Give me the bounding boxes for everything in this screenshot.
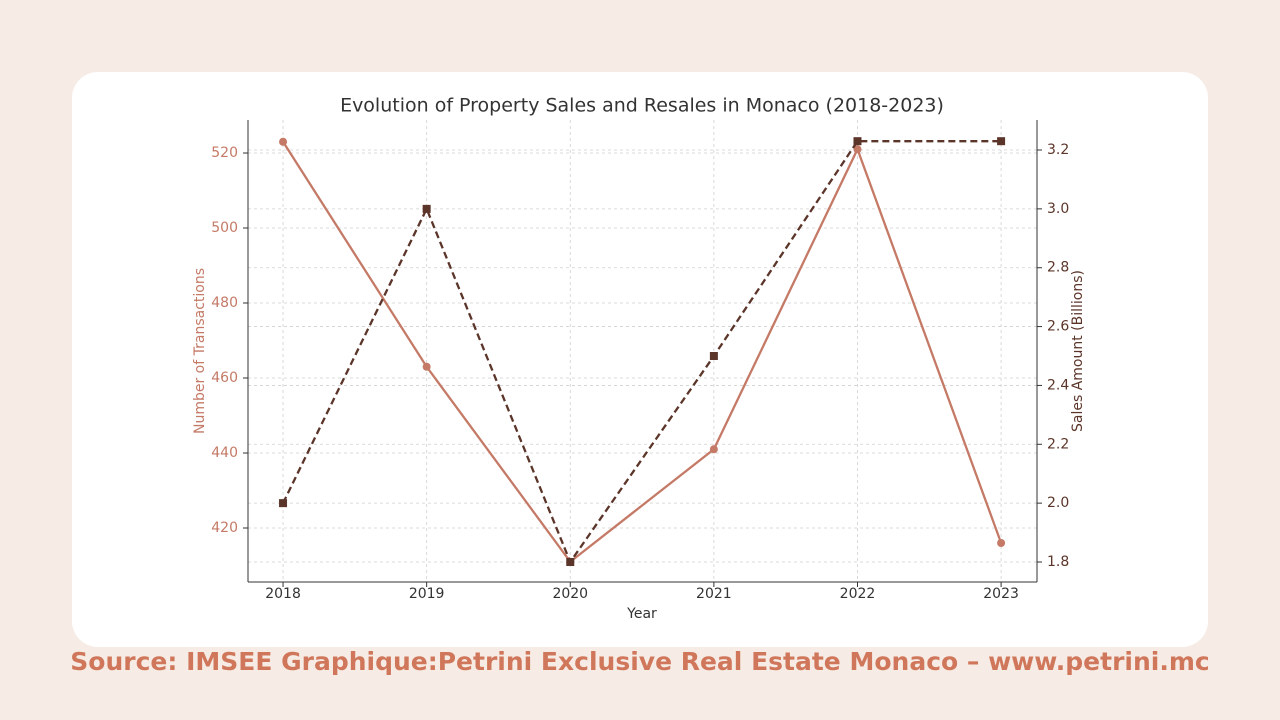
- x-tick-label: 2021: [696, 586, 732, 602]
- x-tick-label: 2022: [840, 586, 876, 602]
- point: [997, 539, 1006, 547]
- x-tick-label: 2019: [409, 586, 445, 602]
- point: [709, 445, 718, 454]
- y2-tick-label: 2.6: [1047, 319, 1069, 335]
- point: [566, 557, 575, 566]
- y2-tick-label: 2.8: [1047, 260, 1069, 276]
- x-axis-label: Year: [626, 606, 657, 622]
- y-tick-label: 460: [211, 370, 238, 386]
- y-tick-label: 420: [211, 520, 238, 536]
- x-tick-label: 2023: [983, 586, 1019, 602]
- y2-tick-label: 2.4: [1047, 377, 1069, 393]
- point: [422, 362, 431, 371]
- point: [422, 204, 431, 213]
- card: [72, 72, 1208, 647]
- x-tick-label: 2020: [552, 586, 588, 602]
- point: [853, 145, 862, 154]
- y2-axis-label: Sales Amount (Billions): [1070, 270, 1086, 432]
- y2-tick-label: 2.0: [1047, 495, 1069, 511]
- point: [997, 137, 1006, 146]
- y-tick-label: 480: [211, 295, 238, 311]
- y2-tick-label: 2.2: [1047, 436, 1069, 452]
- point: [709, 352, 718, 361]
- source-note: Source: IMSEE Graphique:Petrini Exclusiv…: [70, 647, 1209, 676]
- chart-title: Evolution of Property Sales and Resales …: [340, 95, 944, 117]
- x-tick-label: 2018: [265, 586, 301, 602]
- y2-tick-label: 1.8: [1047, 554, 1069, 570]
- y2-tick-label: 3.0: [1047, 201, 1069, 217]
- point: [279, 137, 288, 146]
- plot: 2018 2019 2020 2021 2022 2023 420 440 460 480 500 5…: [211, 120, 1069, 602]
- y-tick-label: 500: [211, 220, 238, 236]
- y-tick-label: 440: [211, 445, 238, 461]
- y2-tick-label: 3.2: [1047, 142, 1069, 158]
- y-axis-label: Number of Transactions: [192, 268, 208, 434]
- point: [853, 137, 862, 146]
- y-tick-label: 520: [211, 145, 238, 161]
- point: [279, 499, 288, 508]
- series-line: [282, 141, 1003, 564]
